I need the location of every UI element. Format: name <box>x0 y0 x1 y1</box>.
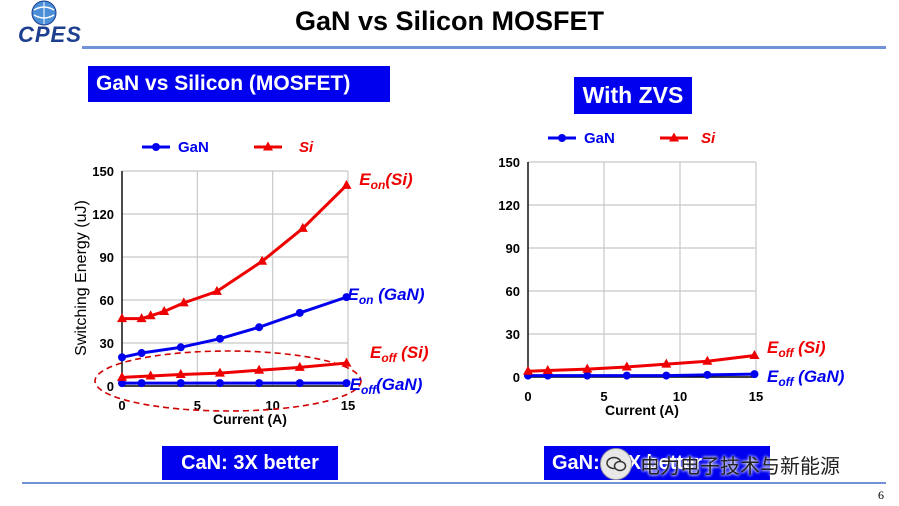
header-divider <box>82 46 886 49</box>
chart2-series-si-eoff-point <box>749 350 760 359</box>
right-chart-heading: With ZVS <box>574 77 692 114</box>
chart1-series-gan-eon-point <box>176 343 185 352</box>
chart1-series-si-eon-point <box>136 313 147 323</box>
chart2-series-si-eoff-point <box>702 355 713 365</box>
chart2-series-gan-eoff-line <box>528 372 755 378</box>
chart2-x-axis-label: Current (A) <box>605 402 679 418</box>
chart1-series-label-gan-eoff: Eoff(GaN) <box>350 375 423 397</box>
chart1-series-gan-eoff-point <box>176 379 185 388</box>
chart2-legend-label-si: Si <box>701 130 716 147</box>
right-conclusion-box: GaN: 20X better <box>544 446 770 480</box>
chart2-series-gan-eoff-point <box>750 370 759 379</box>
chart2-y-tick-label: 90 <box>506 241 520 256</box>
chart2-x-tick-label: 10 <box>673 389 687 404</box>
chart1-series-gan-eon-point <box>342 293 351 302</box>
chart2-series-gan-eoff-point <box>703 370 712 379</box>
chart2-series-gan-eoff-point <box>622 371 631 380</box>
watermark-text: 电力电子技术与新能源 <box>640 453 840 478</box>
chart1-series-si-eon-point <box>341 179 352 189</box>
globe-icon <box>31 0 57 26</box>
slide-title: GaN vs Silicon MOSFET <box>294 6 605 36</box>
chart2-y-tick-label: 60 <box>506 284 520 299</box>
chart1-series-gan-eoff-point <box>215 379 224 388</box>
chart2-series-label-si-eoff: Eoff (Si) <box>767 338 826 360</box>
chart1-series-gan-eoff-point <box>342 379 351 388</box>
chart1-x-tick-label: 5 <box>194 398 201 413</box>
chart2-x-tick-label: 0 <box>524 389 531 404</box>
logo-text: CPES <box>18 22 82 47</box>
chart2-x-tick-label: 15 <box>749 389 763 404</box>
chart1-y-tick-label: 0 <box>107 379 114 394</box>
footer-divider <box>22 482 886 484</box>
chart1-series-gan-eoff-point <box>118 379 126 388</box>
chart2-series-gan-eoff-point <box>583 371 592 380</box>
page-number: 6 <box>878 488 884 502</box>
chart2-series-si-eoff-point <box>523 365 533 375</box>
chart1-legend-marker-gan <box>152 143 160 151</box>
chart1-series-si-eoff-point <box>175 369 186 379</box>
chart2-legend-label-gan: GaN <box>584 130 615 147</box>
chart1-series-si-eoff-point <box>294 361 305 371</box>
chart1-legend-label-si: Si <box>299 139 314 156</box>
chart2-legend-marker-si <box>669 132 679 142</box>
chart1-series-gan-eon-point <box>295 308 304 317</box>
chart1-series-si-eon-line <box>122 184 348 321</box>
chart1-series-si-eoff-line <box>121 361 347 379</box>
chart2-y-tick-label: 30 <box>506 327 520 342</box>
chart1-series-si-eon-point <box>117 313 127 323</box>
chart2-x-tick-label: 5 <box>600 389 607 404</box>
chart1-series-si-eoff-point <box>145 370 156 380</box>
chart1-series-si-eon-point <box>211 285 222 295</box>
chart2-series-si-eoff-point <box>621 361 632 371</box>
chart2-y-tick-label: 150 <box>498 155 520 170</box>
chart2-series-si-eoff-point <box>542 365 553 375</box>
chart1-series-gan-eoff-point <box>295 379 304 388</box>
chart2-y-tick-label: 0 <box>513 370 520 385</box>
chart1-series-si-eon-point <box>297 222 308 232</box>
chart1-series-gan-eon-line <box>121 295 347 359</box>
chart1-series-si-eoff-point <box>254 364 265 374</box>
chart1-series-si-eoff-point <box>341 357 352 367</box>
chart1-series-gan-eon-point <box>118 353 126 362</box>
chart1-y-tick-label: 90 <box>100 250 114 265</box>
chart1-x-tick-label: 15 <box>341 398 355 413</box>
left-chart-heading: GaN vs Silicon (MOSFET) <box>88 66 390 102</box>
chart1-y-tick-label: 60 <box>100 293 114 308</box>
wechat-icon <box>600 448 632 480</box>
watermark: 电力电子技术与新能源 <box>600 446 840 482</box>
chart1-x-axis-label: Current (A) <box>213 411 287 427</box>
chart1-series-gan-eoff-point <box>137 379 146 388</box>
chart1-series-label-si-eon: Eon(Si) <box>359 170 413 192</box>
chart2-series-gan-eoff-point <box>662 371 671 380</box>
chart2-series-si-eoff-point <box>582 363 593 373</box>
chart1-series-label-si-eoff: Eoff (Si) <box>370 343 429 365</box>
chart1-y-tick-label: 30 <box>100 336 114 351</box>
chart1-series-si-eon-point <box>257 255 268 265</box>
highlight-ellipse <box>94 350 362 412</box>
chart1-series-si-eon-point <box>159 305 170 315</box>
chart1-series-si-eoff-point <box>214 367 225 377</box>
chart2-legend-marker-gan <box>558 134 566 142</box>
chart2-series-si-eoff-line <box>527 354 755 373</box>
chart1-x-tick-label: 0 <box>118 398 125 413</box>
chart1-legend-marker-si <box>263 141 273 151</box>
chart1-legend-label-gan: GaN <box>178 139 209 156</box>
chart1-series-label-gan-eon: Eon (GaN) <box>347 285 424 307</box>
chart1-y-tick-label: 150 <box>92 164 114 179</box>
left-conclusion-box: CaN: 3X better <box>162 446 338 480</box>
chart1-y-tick-label: 120 <box>92 207 114 222</box>
chart2-series-si-eoff-point <box>661 358 672 368</box>
chart1-series-gan-eon-point <box>215 334 224 343</box>
chart2-series-label-gan-eoff: Eoff (GaN) <box>767 367 845 389</box>
chart1-y-axis-label: Switching Energy (uJ) <box>73 200 90 356</box>
chart1-series-gan-eon-point <box>137 349 146 358</box>
chart2-y-tick-label: 120 <box>498 198 520 213</box>
chart1-series-si-eon-point <box>145 310 156 320</box>
chart1-series-si-eoff-point <box>117 371 127 381</box>
chart1-series-gan-eoff-point <box>255 379 264 388</box>
chart1-series-gan-eon-point <box>255 323 264 332</box>
chart1-series-si-eon-point <box>178 297 189 307</box>
cpes-logo: CPES <box>8 0 98 48</box>
